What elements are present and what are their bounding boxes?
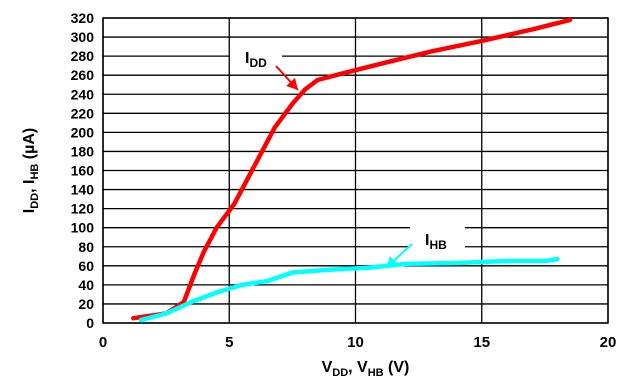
x-tick-label: 10 xyxy=(347,334,364,351)
annotation-box-ihb xyxy=(410,226,465,254)
x-tick-labels: 0 5 10 15 20 xyxy=(99,334,617,351)
x-axis-label: VDD, VHB (V) xyxy=(322,359,410,379)
x-label-sep: , xyxy=(348,359,357,376)
series-label-sub: HB xyxy=(429,238,447,252)
y-tick-labels: 0 20 40 60 80 100 120 140 160 180 200 220 240 260 280 3… xyxy=(71,10,95,331)
y-axis-label: IDD, IHB (µA) xyxy=(21,128,41,213)
y-label-tail: (µA) xyxy=(21,128,38,164)
x-tick-label: 20 xyxy=(600,334,617,351)
y-tick-label: 260 xyxy=(71,67,95,83)
series-label-idd: IDD xyxy=(245,50,267,70)
y-tick-label: 180 xyxy=(71,143,95,159)
y-tick-label: 160 xyxy=(71,163,95,179)
annotation-box-idd xyxy=(230,44,282,72)
y-tick-label: 220 xyxy=(71,105,95,121)
series-label-sub: DD xyxy=(249,56,267,70)
y-label-main1: I xyxy=(21,209,38,213)
y-tick-label: 40 xyxy=(78,277,94,293)
grid xyxy=(102,17,609,324)
y-tick-label: 80 xyxy=(78,239,94,255)
series-lines xyxy=(131,17,573,323)
y-tick-label: 0 xyxy=(86,315,94,331)
series-label-main: I xyxy=(245,50,249,67)
x-tick-label: 15 xyxy=(473,334,490,351)
y-label-main2: I xyxy=(21,180,38,184)
x-label-tail: (V) xyxy=(384,359,410,376)
x-label-main2: V xyxy=(357,359,368,376)
y-tick-label: 100 xyxy=(71,220,95,236)
y-tick-label: 240 xyxy=(71,86,95,102)
x-tick-label: 5 xyxy=(225,334,233,351)
y-tick-label: 320 xyxy=(71,10,95,26)
x-label-sub1: DD xyxy=(332,367,348,379)
y-label-sub1: DD xyxy=(29,193,41,209)
x-tick-label: 0 xyxy=(99,334,107,351)
series-label-main: I xyxy=(425,232,429,249)
annotation-arrow-head-ihb xyxy=(386,256,399,268)
x-label-sub2: HB xyxy=(368,367,384,379)
y-tick-label: 200 xyxy=(71,124,95,140)
y-label-sub2: HB xyxy=(29,164,41,180)
y-tick-label: 60 xyxy=(78,258,94,274)
plot-frame xyxy=(102,17,609,324)
y-tick-label: 280 xyxy=(71,48,95,64)
series-line-ihb xyxy=(138,256,560,323)
y-tick-label: 300 xyxy=(71,29,95,45)
x-label-main1: V xyxy=(322,359,333,376)
series-label-ihb: IHB xyxy=(425,232,447,252)
annotation-arrow-head-idd xyxy=(286,77,298,90)
y-tick-label: 140 xyxy=(71,182,95,198)
y-label-sep: , xyxy=(21,184,38,193)
series-line-idd xyxy=(131,17,573,321)
y-tick-label: 20 xyxy=(78,296,94,312)
y-tick-label: 120 xyxy=(71,201,95,217)
